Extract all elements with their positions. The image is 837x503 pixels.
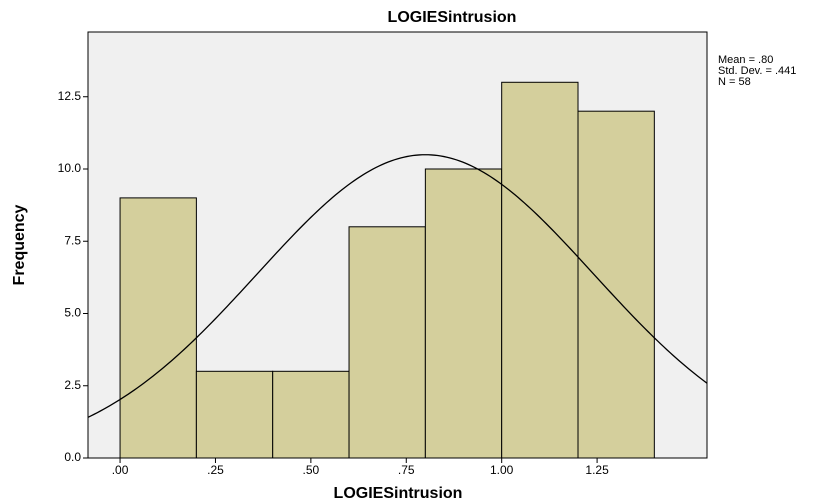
y-tick-label: 0.0 [64,450,81,464]
y-tick-label: 12.5 [58,89,82,103]
bar [119,197,197,459]
bar [195,370,274,459]
y-axis-label: Frequency [11,204,28,285]
bar [272,370,350,459]
chart-title: LOGIESintrusion [388,9,517,26]
y-tick-label: 2.5 [64,378,81,392]
bar [348,226,426,459]
annotation: N = 58 [718,76,751,88]
x-tick-label: .25 [207,463,224,477]
y-tick-label: 5.0 [64,306,81,320]
x-axis-label: LOGIESintrusion [334,485,463,502]
bar [424,168,503,459]
x-tick-label: .50 [303,463,320,477]
bar [577,110,655,459]
annotation: Mean = .80 [718,54,773,66]
x-tick-label: 1.25 [585,463,609,477]
normal-curve [88,154,707,418]
y-tick-label: 7.5 [64,233,81,247]
x-tick-label: .00 [112,463,129,477]
y-tick-label: 10.0 [58,161,82,175]
x-tick-label: 1.00 [490,463,514,477]
annotation: Std. Dev. = .441 [718,65,796,77]
x-tick-label: .75 [398,463,415,477]
bar [501,81,579,459]
